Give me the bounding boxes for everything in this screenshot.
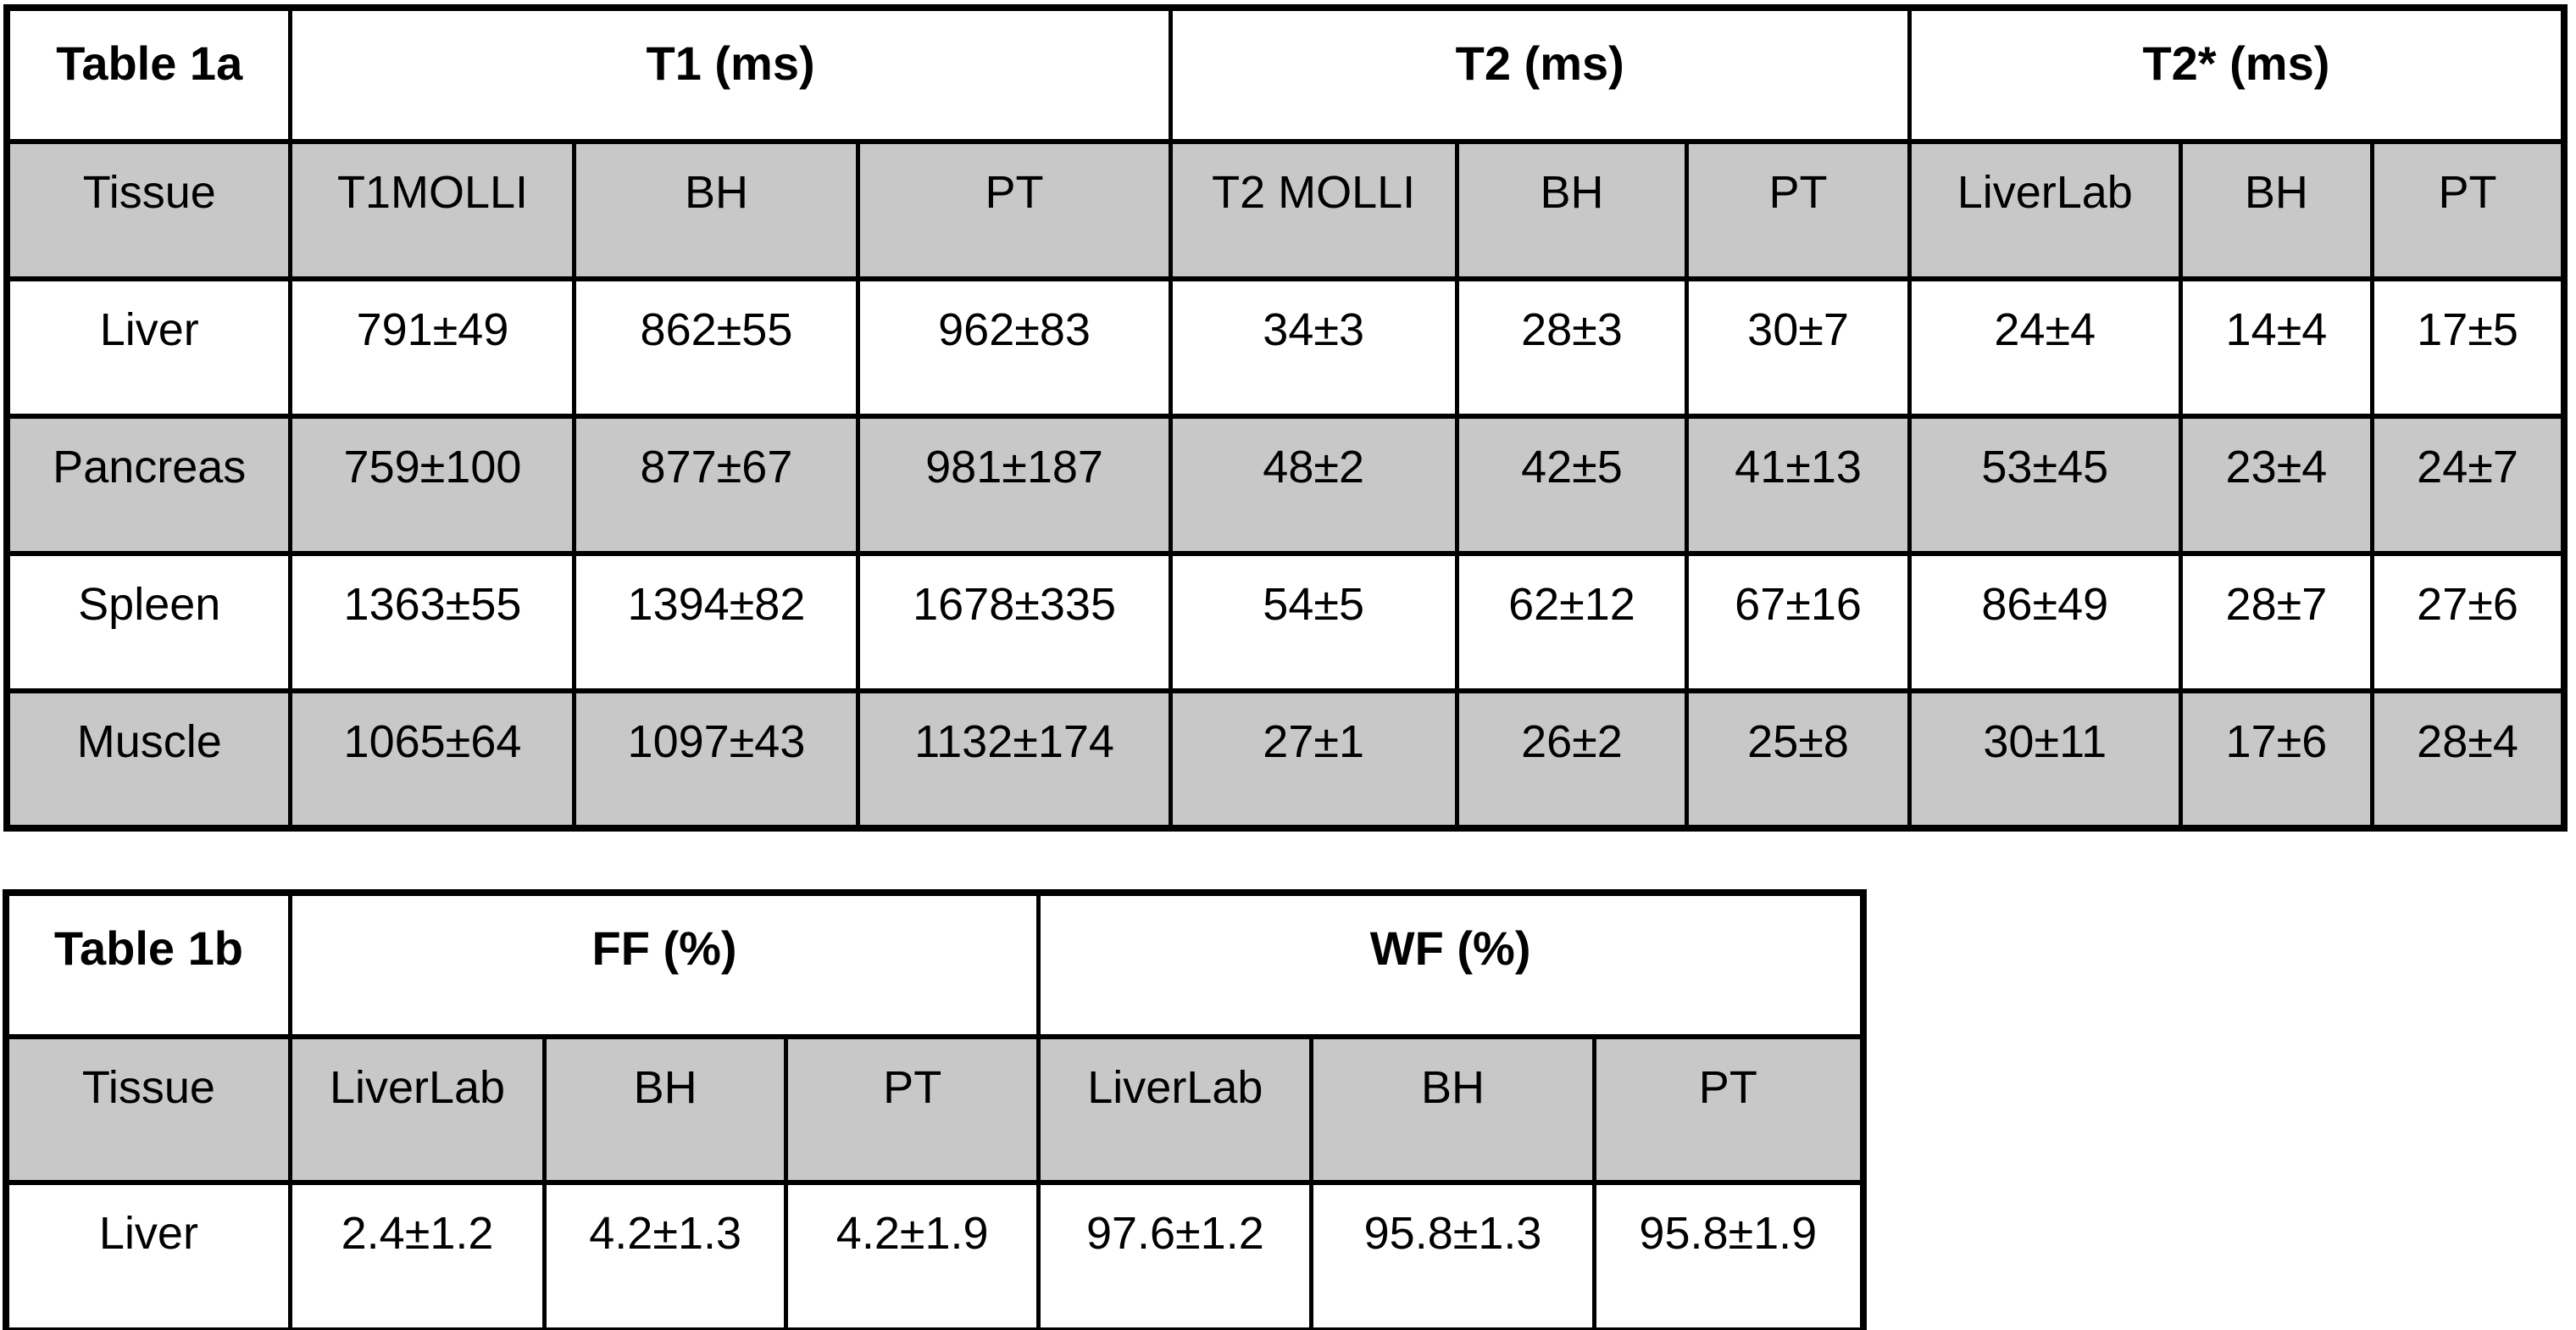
table-cell: 17±5: [2370, 276, 2567, 419]
table-cell: 27±6: [2370, 551, 2567, 693]
table-cell: 962±83: [856, 276, 1173, 419]
table-cell: 25±8: [1685, 688, 1912, 831]
table-cell: 54±5: [1168, 551, 1459, 693]
table-1b-group-header-row: Table 1b FF (%) WF (%): [3, 890, 1866, 1039]
table-1b-column-header-row: Tissue LiverLab BH PT LiverLab BH PT: [3, 1034, 1866, 1185]
table-cell: 23±4: [2178, 414, 2375, 556]
table-cell: 877±67: [572, 414, 861, 556]
table-cell: 86±49: [1907, 551, 2183, 693]
table-cell: 28±7: [2178, 551, 2375, 693]
table-cell: 4.2±1.9: [784, 1180, 1041, 1330]
table-cell: 1132±174: [856, 688, 1173, 831]
table-cell: 28±4: [2370, 688, 2567, 831]
table-cell: 53±45: [1907, 414, 2183, 556]
table-cell: 1363±55: [288, 551, 577, 693]
table-cell: 791±49: [288, 276, 577, 419]
table-1a: Table 1a T1 (ms) T2 (ms) T2* (ms) Tissue…: [3, 4, 2568, 832]
group-header-cell-t2star: T2* (ms): [1907, 5, 2567, 144]
column-header-cell: T2 MOLLI: [1168, 139, 1459, 281]
column-header-cell-tissue: Tissue: [4, 139, 293, 281]
table-cell: 2.4±1.2: [287, 1180, 547, 1330]
table-cell: 30±7: [1685, 276, 1912, 419]
table-row-spleen: Spleen 1363±55 1394±82 1678±335 54±5 62±…: [4, 551, 2567, 693]
table-cell: 981±187: [856, 414, 1173, 556]
group-header-cell-wf: WF (%): [1036, 890, 1866, 1039]
table-cell: 1394±82: [572, 551, 861, 693]
table-1a-title: Table 1a: [4, 5, 293, 144]
column-header-cell-tissue: Tissue: [3, 1034, 292, 1185]
column-header-cell: BH: [542, 1034, 789, 1185]
table-cell: 48±2: [1168, 414, 1459, 556]
group-header-cell-t1: T1 (ms): [288, 5, 1173, 144]
table-cell: 4.2±1.3: [542, 1180, 789, 1330]
table-cell: 862±55: [572, 276, 861, 419]
column-header-cell: BH: [1309, 1034, 1596, 1185]
column-header-cell: LiverLab: [287, 1034, 547, 1185]
table-cell: 24±4: [1907, 276, 2183, 419]
table-cell: 62±12: [1454, 551, 1690, 693]
table-1a-group-header-row: Table 1a T1 (ms) T2 (ms) T2* (ms): [4, 5, 2567, 144]
table-cell: 26±2: [1454, 688, 1690, 831]
group-header-cell-ff: FF (%): [287, 890, 1041, 1039]
table-1a-column-header-row: Tissue T1MOLLI BH PT T2 MOLLI BH PT Live…: [4, 139, 2567, 281]
table-cell: 24±7: [2370, 414, 2567, 556]
table-cell: 95.8±1.3: [1309, 1180, 1596, 1330]
row-label: Spleen: [4, 551, 293, 693]
table-cell: 30±11: [1907, 688, 2183, 831]
table-cell: 95.8±1.9: [1591, 1180, 1866, 1330]
column-header-cell: PT: [2370, 139, 2567, 281]
table-row-pancreas: Pancreas 759±100 877±67 981±187 48±2 42±…: [4, 414, 2567, 556]
table-cell: 97.6±1.2: [1036, 1180, 1314, 1330]
table-cell: 759±100: [288, 414, 577, 556]
group-header-cell-t2: T2 (ms): [1168, 5, 1912, 144]
row-label: Muscle: [4, 688, 293, 831]
table-cell: 41±13: [1685, 414, 1912, 556]
table-cell: 34±3: [1168, 276, 1459, 419]
table-cell: 28±3: [1454, 276, 1690, 419]
column-header-cell: LiverLab: [1036, 1034, 1314, 1185]
table-cell: 1097±43: [572, 688, 861, 831]
table-cell: 67±16: [1685, 551, 1912, 693]
table-1b-title: Table 1b: [3, 890, 292, 1039]
table-row-muscle: Muscle 1065±64 1097±43 1132±174 27±1 26±…: [4, 688, 2567, 831]
column-header-cell: BH: [2178, 139, 2375, 281]
table-cell: 14±4: [2178, 276, 2375, 419]
table-cell: 17±6: [2178, 688, 2375, 831]
column-header-cell: LiverLab: [1907, 139, 2183, 281]
row-label: Liver: [3, 1180, 292, 1330]
table-cell: 1065±64: [288, 688, 577, 831]
column-header-cell: BH: [1454, 139, 1690, 281]
table-1b: Table 1b FF (%) WF (%) Tissue LiverLab B…: [3, 889, 1867, 1330]
column-header-cell: PT: [856, 139, 1173, 281]
table-cell: 27±1: [1168, 688, 1459, 831]
table-row-liver: Liver 2.4±1.2 4.2±1.3 4.2±1.9 97.6±1.2 9…: [3, 1180, 1866, 1330]
table-row-liver: Liver 791±49 862±55 962±83 34±3 28±3 30±…: [4, 276, 2567, 419]
row-label: Liver: [4, 276, 293, 419]
table-cell: 1678±335: [856, 551, 1173, 693]
row-label: Pancreas: [4, 414, 293, 556]
table-cell: 42±5: [1454, 414, 1690, 556]
column-header-cell: PT: [1685, 139, 1912, 281]
column-header-cell: T1MOLLI: [288, 139, 577, 281]
column-header-cell: PT: [1591, 1034, 1866, 1185]
column-header-cell: PT: [784, 1034, 1041, 1185]
column-header-cell: BH: [572, 139, 861, 281]
